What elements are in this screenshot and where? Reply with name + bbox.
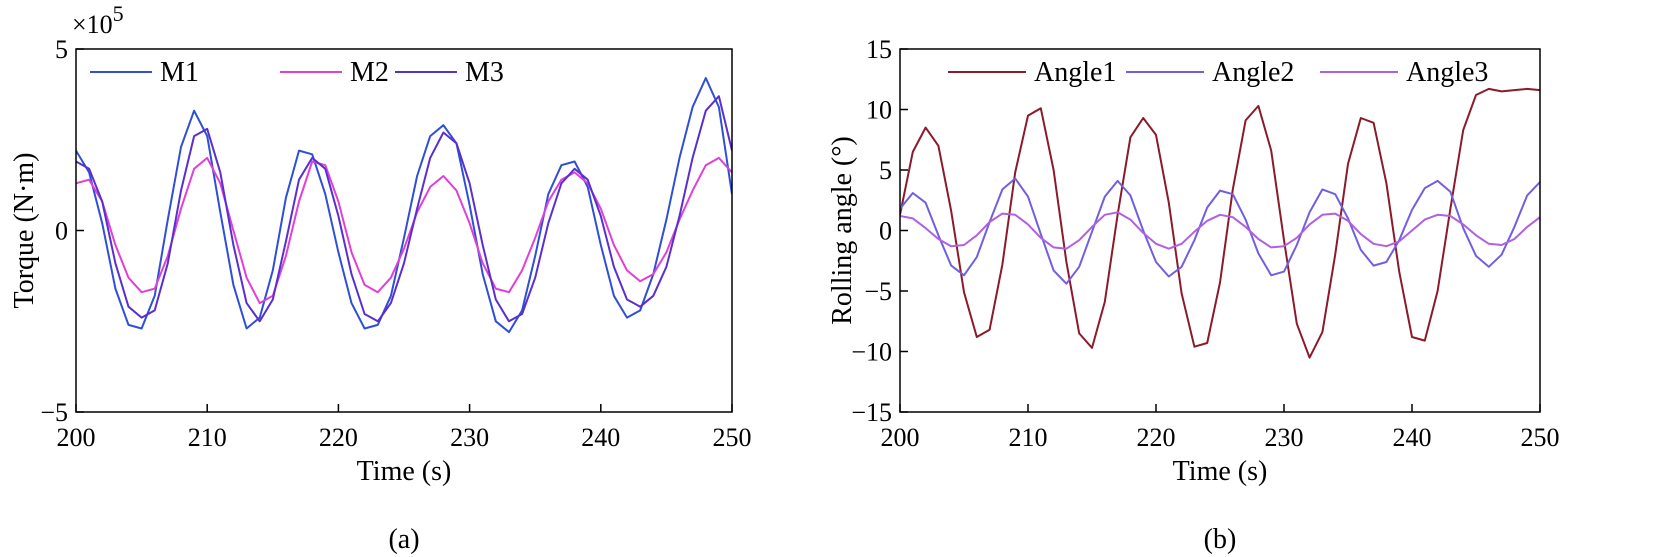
y-tick-label: 5 <box>879 156 892 185</box>
y-tick-label: −5 <box>40 398 68 427</box>
x-tick-label: 210 <box>1009 423 1048 452</box>
x-tick-label: 200 <box>57 423 96 452</box>
legend: M1 M2 M3 <box>90 57 504 88</box>
y-tick-label: −5 <box>864 277 892 306</box>
legend-label-angle1: Angle1 <box>1034 57 1116 88</box>
legend-label-angle2: Angle2 <box>1212 57 1294 88</box>
y-tick-label: 0 <box>879 217 892 246</box>
series-line-m2 <box>76 156 732 305</box>
x-tick-label: 220 <box>319 423 358 452</box>
subfigure-caption: (b) <box>1204 524 1237 555</box>
y-multiplier: ×105 <box>72 1 124 39</box>
chart-torque: 200 210 220 230 240 250 5 0 −5 Time (s) Torque (N·… <box>9 1 752 555</box>
series-line-angle2 <box>900 177 1540 285</box>
plot-frame <box>899 48 1541 413</box>
series-line-m3 <box>76 95 732 323</box>
subfigure-caption: (a) <box>388 524 419 555</box>
x-axis-title: Time (s) <box>1173 456 1268 487</box>
y-tick-label: 0 <box>55 217 68 246</box>
legend-label-m2: M2 <box>350 57 389 88</box>
y-axis-title: Torque (N·m) <box>9 153 40 309</box>
x-tick-label: 230 <box>1265 423 1304 452</box>
chart-rolling-angle: 200 210 220 230 240 250 15 10 5 0 −5 −10 −15 Time (s)… <box>827 35 1560 555</box>
legend-label-m3: M3 <box>465 57 504 88</box>
x-tick-label: 200 <box>881 423 920 452</box>
x-tick-label: 240 <box>1393 423 1432 452</box>
x-tick-label: 220 <box>1137 423 1176 452</box>
series-line-angle1 <box>900 87 1540 359</box>
series-line-m1 <box>76 77 732 334</box>
multiplier-exponent: 5 <box>113 1 124 26</box>
y-tick-label: 15 <box>866 35 892 64</box>
x-axis-title: Time (s) <box>357 456 452 487</box>
x-tick-label: 240 <box>581 423 620 452</box>
y-tick-label: −15 <box>851 398 892 427</box>
y-tick-label: −10 <box>851 338 892 367</box>
legend: Angle1 Angle2 Angle3 <box>948 57 1488 88</box>
multiplier-base: ×10 <box>72 10 113 39</box>
y-axis-title: Rolling angle (°) <box>827 136 858 325</box>
legend-label-angle3: Angle3 <box>1406 57 1488 88</box>
x-tick-label: 250 <box>1521 423 1560 452</box>
series-line-angle3 <box>900 211 1540 250</box>
x-tick-label: 250 <box>713 423 752 452</box>
x-tick-label: 230 <box>450 423 489 452</box>
legend-label-m1: M1 <box>160 57 199 88</box>
y-tick-label: 5 <box>55 35 68 64</box>
y-tick-label: 10 <box>866 96 892 125</box>
x-tick-label: 210 <box>188 423 227 452</box>
